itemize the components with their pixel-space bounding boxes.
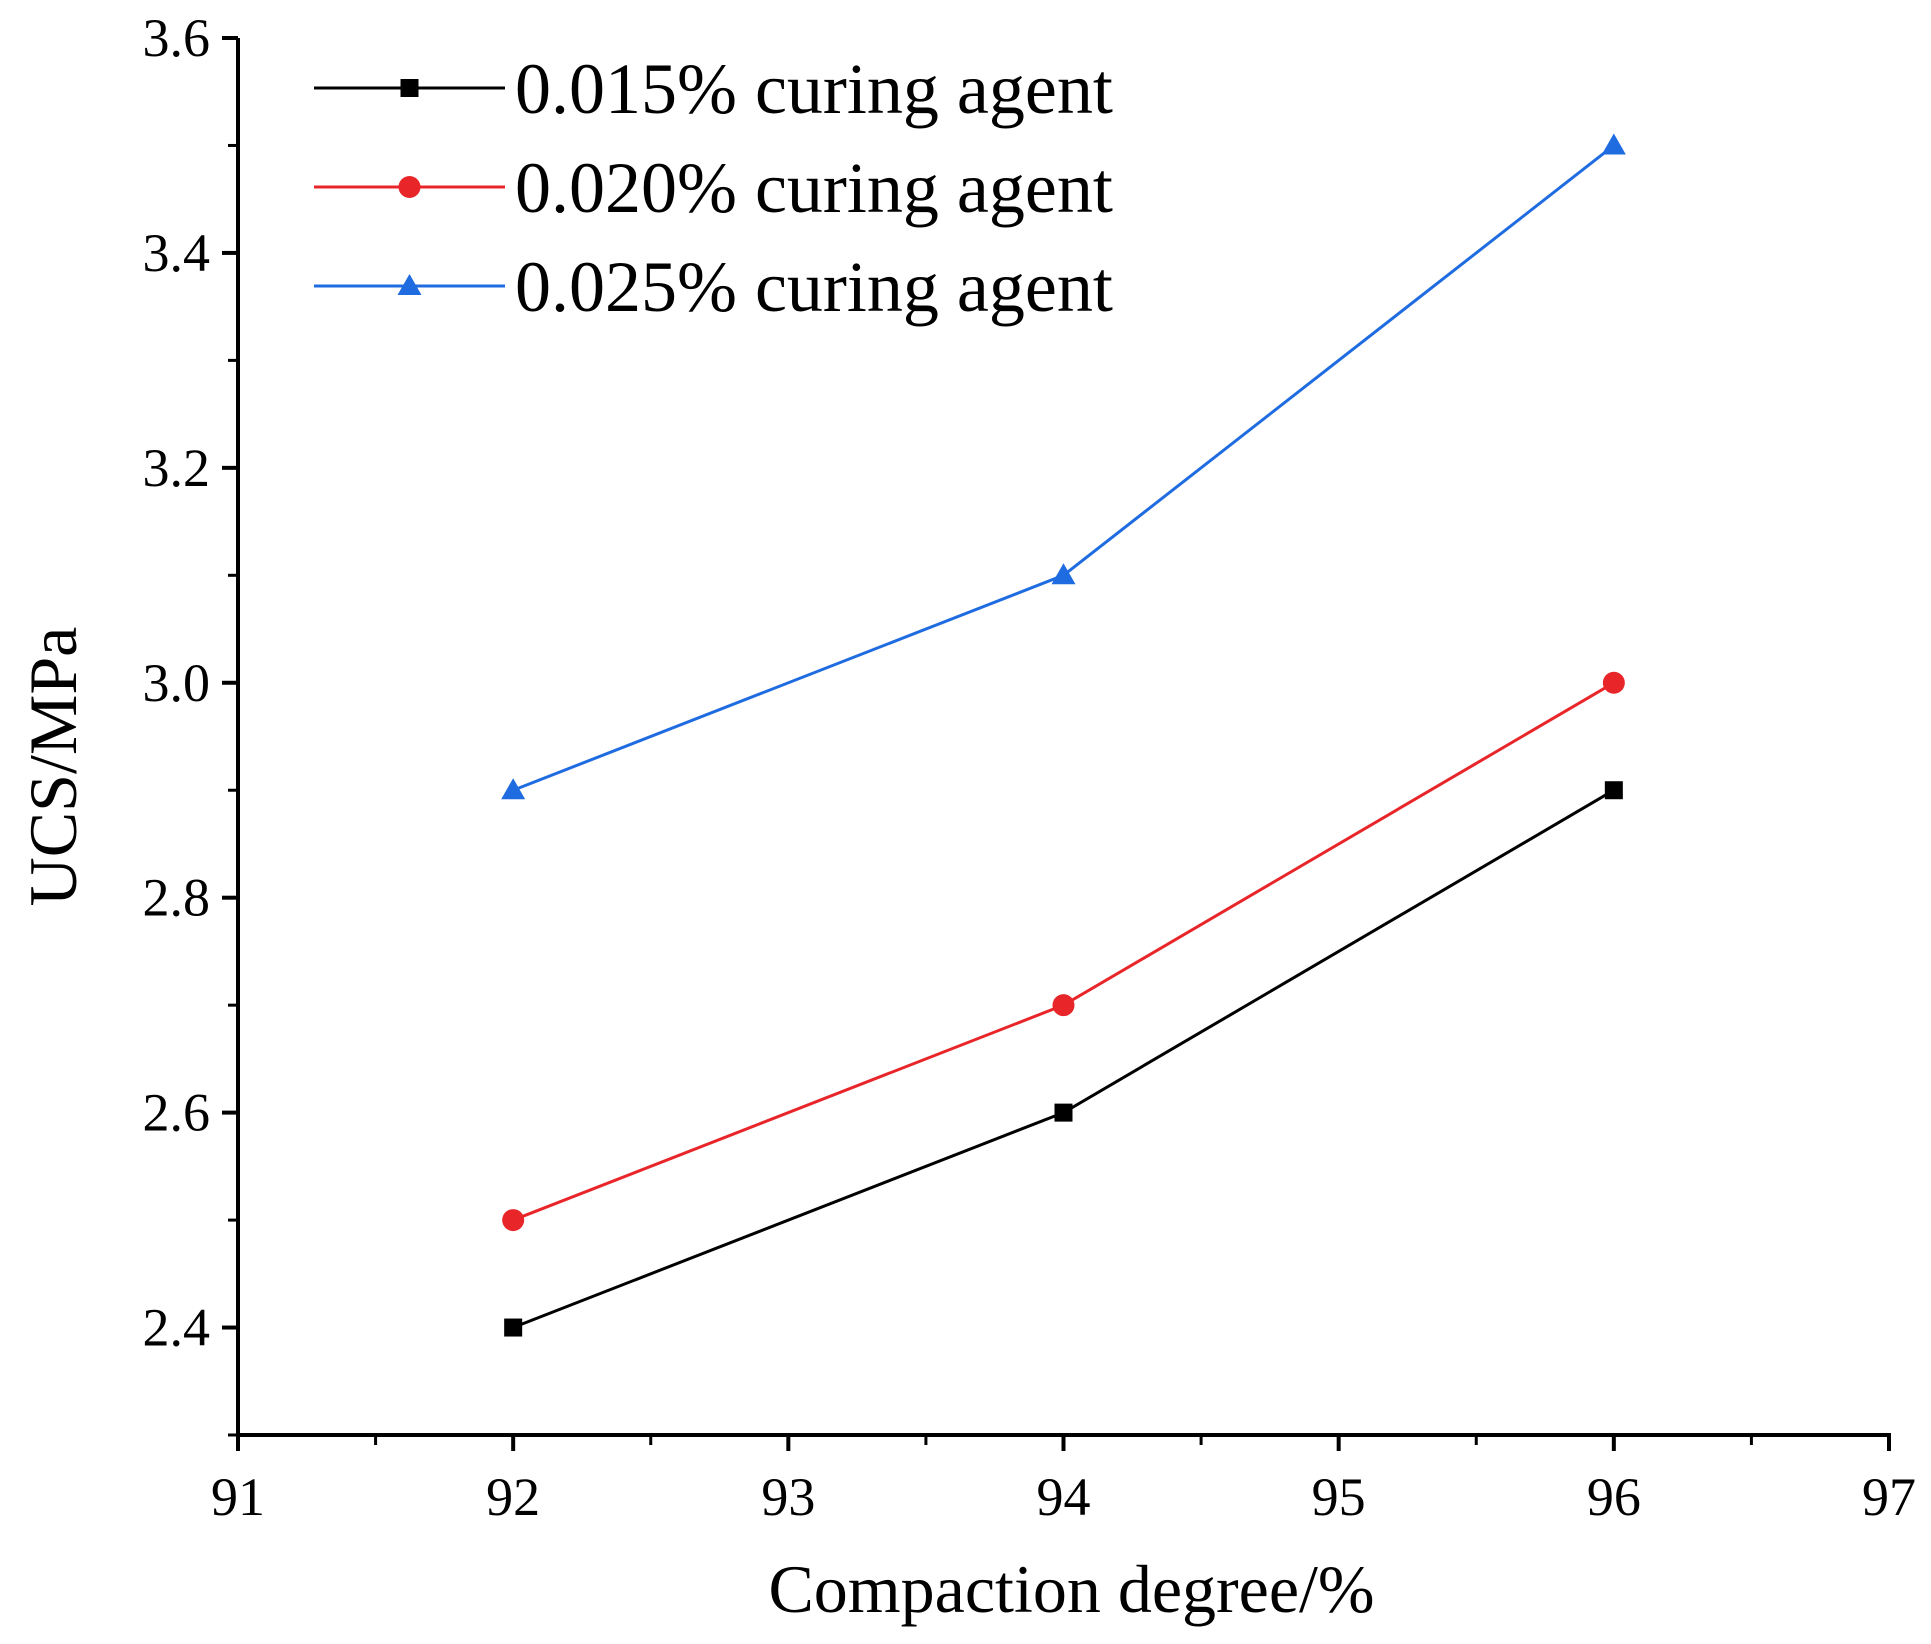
x-tick-label: 93 <box>761 1467 815 1527</box>
legend-item: 0.015% curing agent <box>314 49 1113 129</box>
legend-label: 0.025% curing agent <box>515 247 1113 327</box>
data-point <box>1604 781 1623 800</box>
y-tick-label: 2.4 <box>143 1298 211 1358</box>
series-3 <box>501 133 1626 800</box>
legend: 0.015% curing agent 0.020% curing agent 0.… <box>314 49 1113 327</box>
series-line <box>512 144 1615 792</box>
series-1 <box>504 781 1623 1337</box>
y-tick-label: 3.4 <box>143 223 211 283</box>
legend-item: 0.020% curing agent <box>314 148 1113 228</box>
y-tick-label: 3.6 <box>143 8 211 68</box>
legend-marker <box>397 274 422 295</box>
legend-label: 0.020% curing agent <box>515 148 1113 228</box>
legend-marker <box>398 176 421 198</box>
data-point <box>501 778 526 800</box>
data-point <box>1052 994 1075 1017</box>
legend-item: 0.025% curing agent <box>314 247 1113 327</box>
x-tick-label: 94 <box>1037 1467 1091 1527</box>
series-2 <box>502 671 1625 1232</box>
x-axis-title: Compaction degree/% <box>768 1551 1374 1627</box>
x-tick-label: 92 <box>486 1467 540 1527</box>
series-line <box>512 681 1615 1222</box>
ticks: 91 92 93 94 95 96 97 2.4 2.6 2.8 3.0 3.2 3.4 3.6 <box>143 8 1917 1527</box>
x-tick-label: 96 <box>1587 1467 1641 1527</box>
legend-marker <box>400 79 419 97</box>
x-tick-label: 91 <box>211 1467 265 1527</box>
legend-label: 0.015% curing agent <box>515 49 1113 129</box>
data-point <box>504 1318 523 1337</box>
x-tick-label: 97 <box>1862 1467 1916 1527</box>
data-point <box>1054 1103 1073 1122</box>
data-point <box>1602 671 1625 694</box>
x-tick-label: 95 <box>1312 1467 1366 1527</box>
y-tick-label: 3.2 <box>143 438 211 498</box>
data-point <box>502 1209 525 1232</box>
y-tick-label: 3.0 <box>143 653 211 713</box>
series-line <box>512 788 1615 1329</box>
y-tick-label: 2.6 <box>143 1083 211 1143</box>
y-tick-label: 2.8 <box>143 868 211 928</box>
series-group <box>501 133 1626 1337</box>
data-point <box>1601 133 1626 155</box>
y-axis-title: UCS/MPa <box>15 627 91 907</box>
data-point <box>1051 563 1076 585</box>
